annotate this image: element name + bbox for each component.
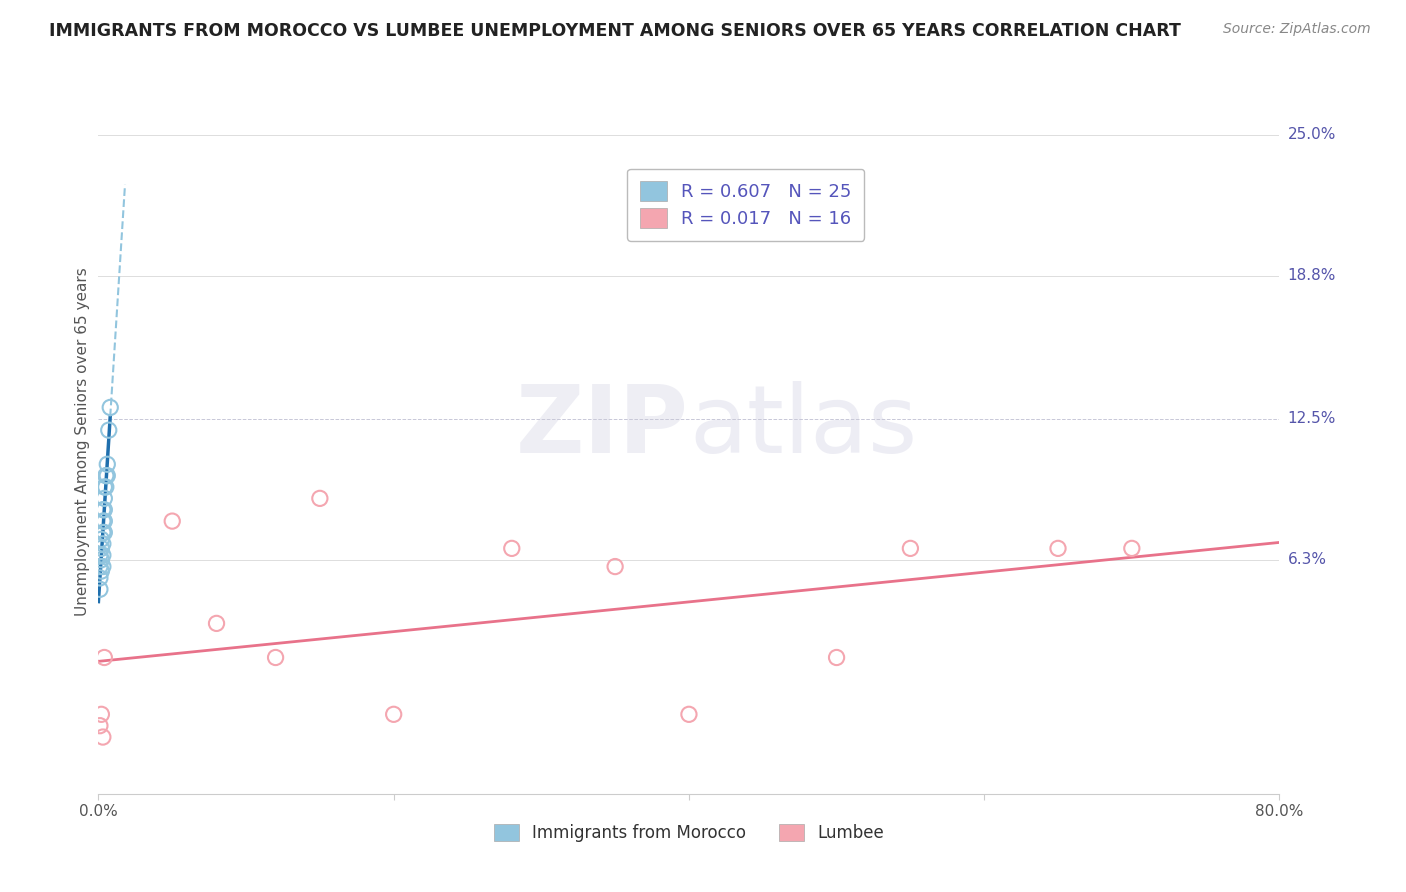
Point (93, 525, 115, 540)
Point (162, 514, 183, 528)
Point (382, 707, 405, 722)
Point (91, 525, 114, 540)
Point (89, 571, 111, 585)
Point (91, 548, 114, 562)
Point (94, 468, 117, 483)
Point (89, 582, 111, 597)
Point (91, 502, 114, 516)
Text: IMMIGRANTS FROM MOROCCO VS LUMBEE UNEMPLOYMENT AMONG SENIORS OVER 65 YEARS CORRE: IMMIGRANTS FROM MOROCCO VS LUMBEE UNEMPL… (49, 22, 1181, 40)
Point (900, 541, 922, 556)
Point (205, 616, 228, 631)
Point (90, 533, 112, 547)
Point (1121, 541, 1143, 556)
Point (1046, 541, 1070, 556)
Point (90, 553, 112, 567)
Text: atlas: atlas (689, 382, 917, 474)
Text: 25.0%: 25.0% (1288, 128, 1336, 142)
Legend: Immigrants from Morocco, Lumbee: Immigrants from Morocco, Lumbee (486, 817, 891, 849)
Point (501, 541, 523, 556)
Point (91, 559, 114, 574)
Point (309, 491, 332, 506)
Text: 6.3%: 6.3% (1288, 552, 1327, 567)
Text: Source: ZipAtlas.com: Source: ZipAtlas.com (1223, 22, 1371, 37)
Point (264, 650, 287, 665)
Point (93, 650, 115, 665)
Point (93, 502, 115, 516)
Point (825, 650, 848, 665)
Point (89, 559, 111, 574)
Point (96, 457, 118, 471)
Text: 12.5%: 12.5% (1288, 411, 1336, 426)
Point (90, 541, 112, 556)
Text: 18.8%: 18.8% (1288, 268, 1336, 283)
Point (93, 480, 115, 494)
Point (89, 548, 111, 562)
Point (90, 707, 112, 722)
Point (98, 401, 121, 415)
Point (94, 480, 117, 494)
Point (96, 468, 118, 483)
Point (91, 514, 114, 528)
Text: ZIP: ZIP (516, 382, 689, 474)
Point (97, 423, 120, 437)
Point (605, 559, 627, 574)
Point (90, 564, 112, 578)
Point (93, 514, 115, 528)
Point (91, 730, 114, 744)
Point (678, 707, 700, 722)
Point (93, 491, 115, 506)
Y-axis label: Unemployment Among Seniors over 65 years: Unemployment Among Seniors over 65 years (75, 268, 90, 615)
Point (91, 537, 114, 551)
Point (89, 719, 111, 733)
